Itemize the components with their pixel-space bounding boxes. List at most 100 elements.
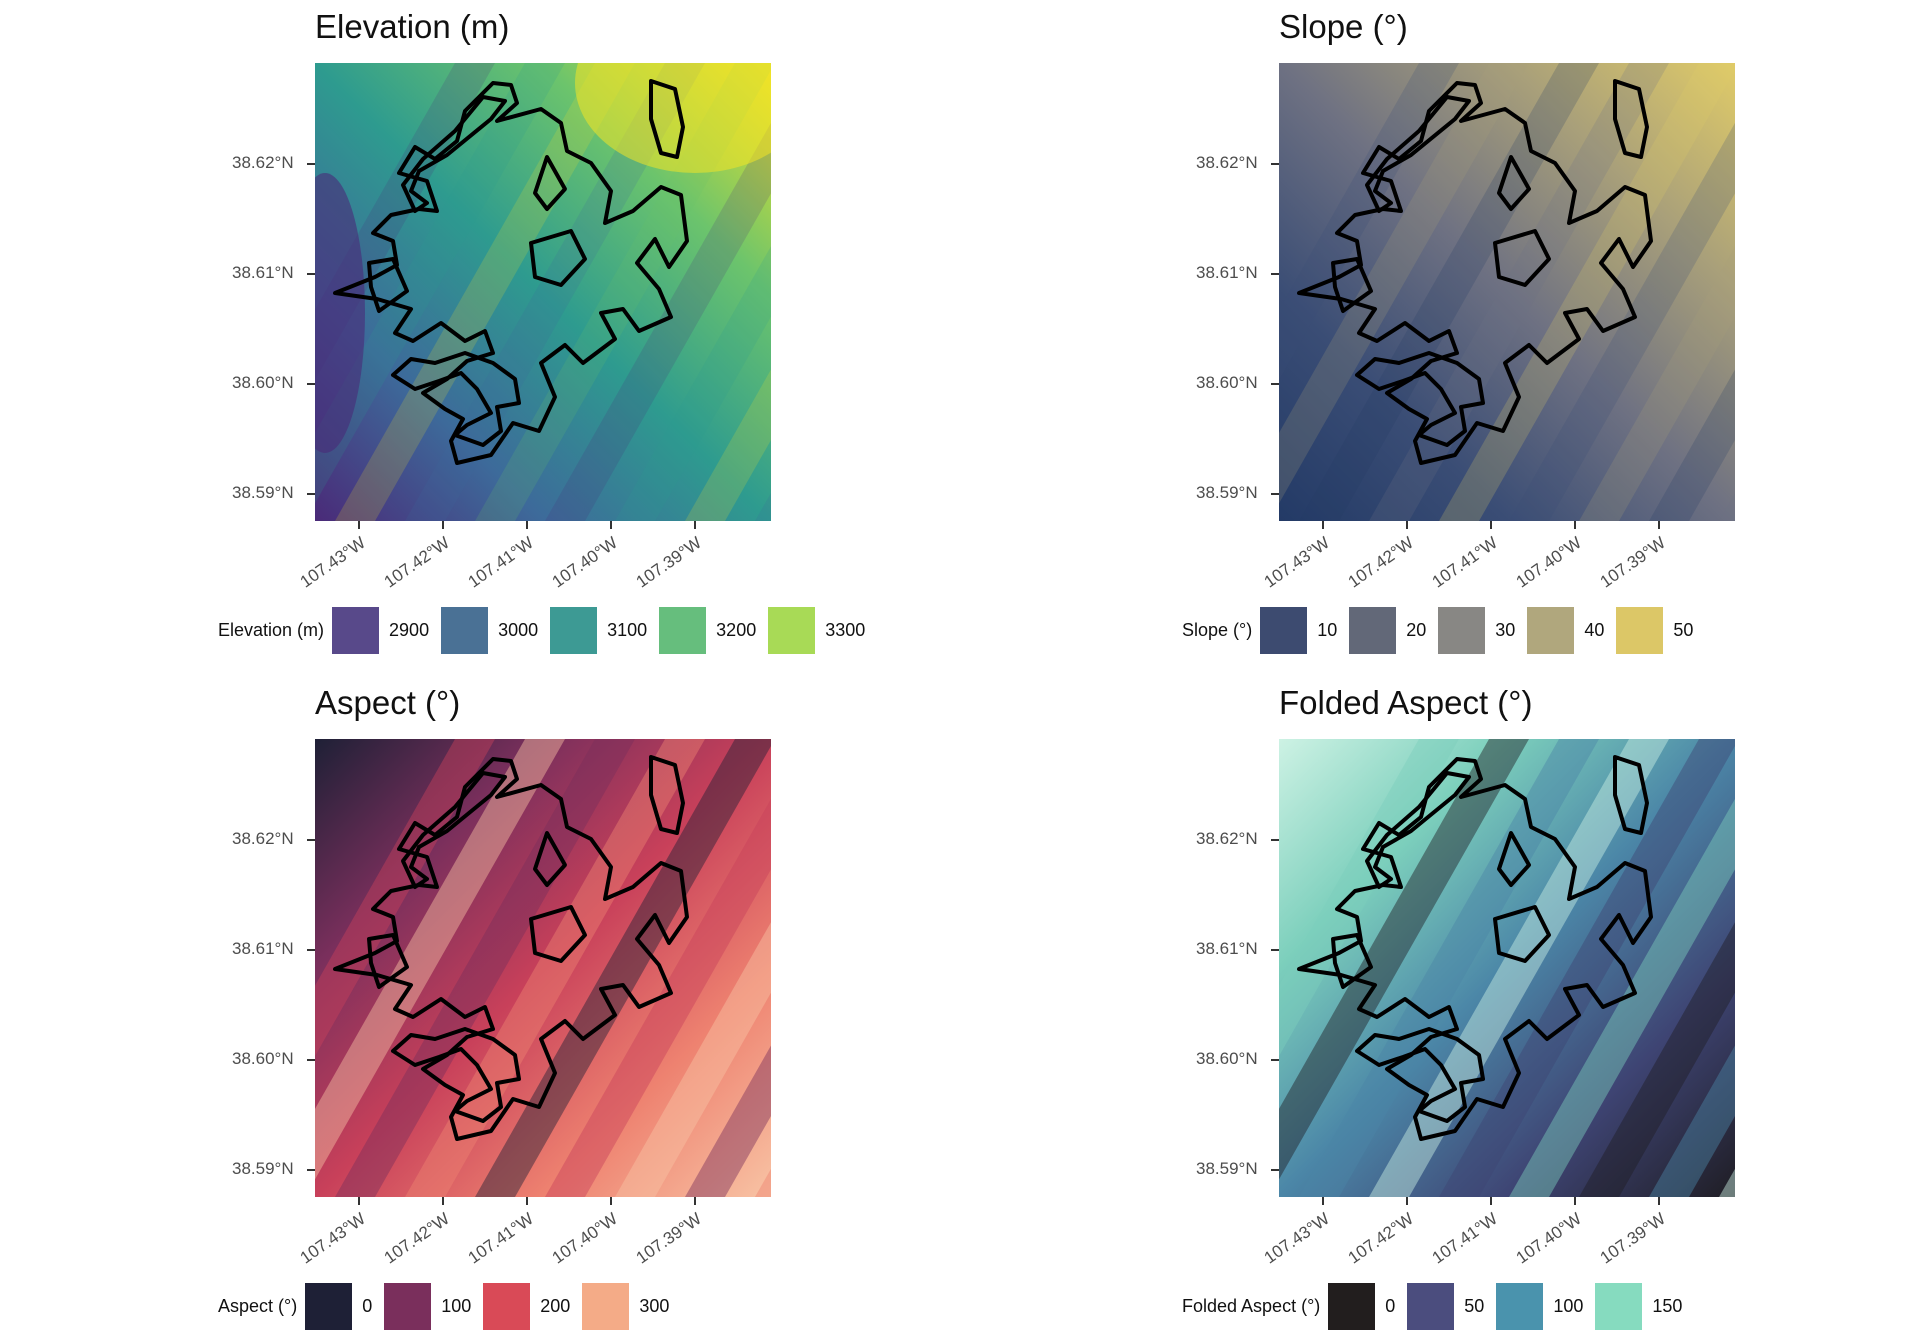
- legend-label: 50: [1673, 619, 1694, 640]
- legend-item: 50: [1616, 606, 1694, 654]
- legend-item: 0: [1328, 1282, 1395, 1330]
- unit-boundary-outline[interactable]: [533, 831, 567, 887]
- unit-boundary-outline[interactable]: [1355, 1027, 1485, 1123]
- legend-item: 3300: [768, 606, 866, 654]
- x-tick-label: 107.40°W: [548, 1209, 621, 1268]
- x-tick-label: 107.42°W: [1344, 533, 1417, 592]
- unit-boundary-outline[interactable]: [1331, 257, 1373, 313]
- unit-boundary-outline[interactable]: [649, 755, 685, 835]
- unit-boundary-outline[interactable]: [401, 95, 507, 213]
- terrain-band: [1719, 492, 1735, 521]
- elevation-map[interactable]: [315, 63, 771, 521]
- y-tick-label: 38.60°N: [232, 373, 294, 392]
- terrain-band: [1369, 739, 1669, 1197]
- unit-boundary-outline[interactable]: [1497, 831, 1531, 887]
- folded-aspect-legend: Folded Aspect (°) 0 50 100 150: [1182, 1282, 1694, 1330]
- aspect-legend: Aspect (°) 0 100 200 300: [218, 1282, 681, 1330]
- slope-map[interactable]: [1279, 63, 1735, 521]
- unit-boundary-outline[interactable]: [1493, 229, 1551, 287]
- unit-boundary-outline[interactable]: [391, 1027, 521, 1123]
- panel-title: Folded Aspect (°): [1279, 684, 1533, 721]
- legend-swatch: [1527, 606, 1575, 654]
- unit-boundary-outline[interactable]: [529, 905, 587, 963]
- unit-boundary-outline[interactable]: [1613, 79, 1649, 159]
- terrain-band: [1649, 369, 1735, 521]
- y-tick-mark: [1271, 383, 1279, 385]
- x-tick-mark: [1490, 521, 1492, 529]
- unit-boundary-outline[interactable]: [1493, 905, 1551, 963]
- legend-label: 3300: [825, 619, 866, 640]
- terrain-band: [755, 492, 771, 521]
- legend-item: 2900: [332, 606, 429, 654]
- unit-boundary-outline[interactable]: [401, 771, 507, 889]
- x-tick-label: 107.43°W: [296, 533, 369, 592]
- unit-boundary-outline[interactable]: [367, 933, 409, 989]
- unit-boundary-outline[interactable]: [333, 81, 689, 465]
- legend-item: 40: [1527, 606, 1604, 654]
- legend-label: 10: [1317, 619, 1338, 640]
- folded-aspect-map[interactable]: [1279, 739, 1735, 1197]
- x-tick-label: 107.41°W: [464, 533, 537, 592]
- aspect-map[interactable]: [315, 739, 771, 1197]
- unit-boundary-outline[interactable]: [1613, 755, 1649, 835]
- x-tick-label: 107.39°W: [632, 1209, 705, 1268]
- unit-boundary-outline[interactable]: [333, 757, 689, 1141]
- elevation-legend: Elevation (m) 2900 3000 3100 3200 3300: [218, 606, 877, 654]
- x-tick-label: 107.40°W: [1512, 1209, 1585, 1268]
- y-tick-mark: [307, 949, 315, 951]
- legend-swatch: [384, 1282, 432, 1330]
- y-tick-mark: [1271, 1169, 1279, 1171]
- unit-boundary-outline[interactable]: [1365, 95, 1471, 213]
- unit-boundary-outline[interactable]: [391, 351, 521, 447]
- y-tick-label: 38.60°N: [232, 1049, 294, 1068]
- terrain-band: [1369, 63, 1669, 521]
- low-elevation-zone: [315, 173, 365, 453]
- legend-item: 3200: [659, 606, 756, 654]
- y-tick-mark: [307, 273, 315, 275]
- terrain-band: [405, 63, 705, 521]
- legend-label: 200: [540, 1295, 571, 1316]
- legend-swatch: [582, 1282, 630, 1330]
- x-tick-label: 107.39°W: [1596, 533, 1669, 592]
- unit-boundary-outline[interactable]: [1497, 155, 1531, 211]
- unit-boundary-outline[interactable]: [649, 79, 685, 159]
- terrain-band: [315, 739, 495, 1057]
- unit-boundary-outline[interactable]: [1355, 351, 1485, 447]
- x-tick-mark: [1406, 1197, 1408, 1205]
- legend-swatch: [1595, 1282, 1643, 1330]
- legend-swatch: [441, 606, 489, 654]
- panel-title: Slope (°): [1279, 8, 1408, 45]
- terrain-band: [1279, 63, 1459, 381]
- unit-boundary-outline[interactable]: [367, 257, 409, 313]
- legend-label: 30: [1495, 619, 1516, 640]
- y-tick-mark: [1271, 949, 1279, 951]
- legend-swatch: [483, 1282, 531, 1330]
- legend-label: 0: [362, 1295, 373, 1316]
- y-tick-label: 38.60°N: [1196, 373, 1258, 392]
- unit-boundary-outline[interactable]: [529, 229, 587, 287]
- unit-boundary-outline[interactable]: [1331, 933, 1373, 989]
- y-tick-mark: [307, 493, 315, 495]
- legend-item: 100: [384, 1282, 471, 1330]
- unit-boundary-outline[interactable]: [533, 155, 567, 211]
- raster-background: [1279, 63, 1735, 521]
- legend-swatch: [332, 606, 380, 654]
- x-tick-label: 107.42°W: [380, 1209, 453, 1268]
- legend-item: 200: [483, 1282, 571, 1330]
- y-tick-mark: [1271, 163, 1279, 165]
- unit-boundary-outline[interactable]: [1365, 771, 1471, 889]
- y-tick-label: 38.61°N: [232, 939, 294, 958]
- legend-label: 20: [1406, 619, 1427, 640]
- unit-boundary-outline[interactable]: [1297, 757, 1653, 1141]
- panel-title: Elevation (m): [315, 8, 510, 45]
- y-tick-label: 38.62°N: [1196, 829, 1258, 848]
- legend-label: 150: [1652, 1295, 1683, 1316]
- y-tick-mark: [307, 1169, 315, 1171]
- legend-title: Slope (°): [1182, 619, 1253, 640]
- x-tick-mark: [526, 521, 528, 529]
- x-tick-mark: [1574, 521, 1576, 529]
- legend-title: Aspect (°): [218, 1295, 298, 1316]
- high-elevation-zone: [575, 63, 771, 173]
- legend-swatch: [1349, 606, 1397, 654]
- unit-boundary-outline[interactable]: [1297, 81, 1653, 465]
